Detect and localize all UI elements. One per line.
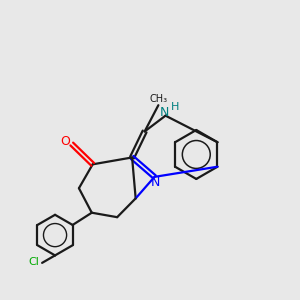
Text: O: O [60, 135, 70, 148]
Text: N: N [150, 176, 160, 189]
Text: N: N [160, 106, 170, 118]
Text: H: H [171, 102, 179, 112]
Text: CH₃: CH₃ [150, 94, 168, 103]
Text: Cl: Cl [28, 257, 39, 267]
